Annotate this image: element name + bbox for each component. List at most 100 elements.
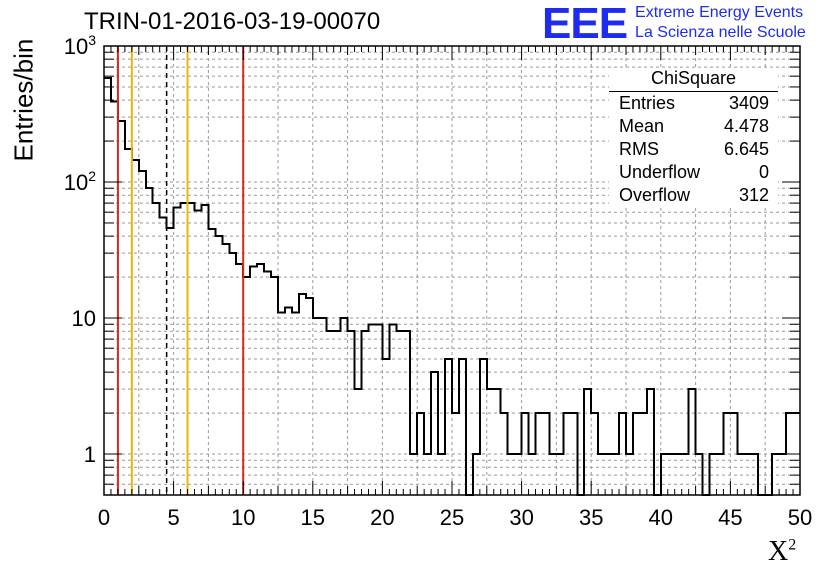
- histogram-bin: [494, 389, 501, 495]
- histogram-bin: [208, 229, 215, 495]
- histogram-bin: [570, 413, 577, 495]
- stats-key: RMS: [619, 139, 659, 159]
- stats-row-rms: RMS 6.645: [619, 139, 769, 161]
- histogram-bin: [341, 318, 348, 495]
- x-tick-label: 40: [649, 505, 673, 530]
- histogram-bin: [710, 454, 717, 495]
- stats-row-entries: Entries 3409: [619, 93, 769, 115]
- histogram-bin: [633, 413, 640, 495]
- histogram-bin: [647, 389, 654, 495]
- histogram-bin: [382, 359, 389, 495]
- histogram-bin: [668, 454, 675, 495]
- x-axis-label-base: X: [768, 536, 789, 567]
- histogram-bin: [271, 277, 278, 495]
- histogram-bin: [125, 149, 132, 495]
- histogram-bin: [278, 312, 285, 495]
- histogram-bin: [111, 102, 118, 495]
- histogram-outline: [104, 77, 800, 496]
- histogram-bin: [132, 160, 139, 495]
- histogram-bin: [556, 454, 563, 495]
- histogram-bin: [445, 359, 452, 495]
- stats-row-overflow: Overflow 312: [619, 185, 769, 207]
- stats-key: Entries: [619, 93, 676, 113]
- histogram-bin: [410, 454, 417, 495]
- eee-brand: EEE Extreme Energy Events La Scienza nel…: [542, 2, 806, 46]
- histogram-bin: [375, 324, 382, 495]
- histogram-bin: [689, 389, 696, 495]
- histogram-bin: [480, 359, 487, 495]
- histogram-bin: [188, 203, 195, 495]
- brand-line-2: La Scienza nelle Scuole: [635, 24, 806, 41]
- brand-line-1: Extreme Energy Events: [635, 4, 804, 21]
- histogram-bin: [181, 203, 188, 495]
- x-tick-label: 50: [788, 505, 812, 530]
- histogram-bin: [201, 205, 208, 495]
- histogram-bin: [744, 454, 751, 495]
- histogram-bin: [682, 454, 689, 495]
- x-tick-label: 35: [579, 505, 603, 530]
- stats-divider: [609, 91, 778, 92]
- x-tick-label: 20: [370, 505, 394, 530]
- histogram-bin: [264, 271, 271, 495]
- x-axis-label-sup: 2: [788, 536, 797, 554]
- histogram-bin: [236, 264, 243, 495]
- y-axis-label: Entries/bin: [8, 38, 39, 162]
- histogram-bin: [215, 236, 222, 495]
- x-tick-label: 5: [167, 505, 179, 530]
- histogram-bin: [160, 217, 167, 495]
- chart-title: TRIN-01-2016-03-19-00070: [84, 8, 381, 35]
- histogram-bin: [306, 298, 313, 495]
- histogram-bin: [285, 307, 292, 495]
- stats-key: Overflow: [619, 185, 691, 205]
- histogram-bin: [146, 188, 153, 495]
- histogram-bin: [563, 413, 570, 495]
- histogram-bin: [640, 413, 647, 495]
- histogram-bin: [605, 454, 612, 495]
- x-tick-label: 25: [440, 505, 464, 530]
- histogram-bin: [522, 413, 529, 495]
- x-tick-label: 0: [98, 505, 110, 530]
- stats-row-underflow: Underflow 0: [619, 162, 769, 184]
- histogram-bin: [222, 244, 229, 495]
- histogram-bin: [772, 454, 779, 495]
- histogram-bin: [362, 331, 369, 495]
- histogram-bin: [598, 454, 605, 495]
- histogram-bin: [751, 454, 758, 495]
- histogram-bin: [501, 413, 508, 495]
- histogram-bin: [257, 264, 264, 495]
- histogram-bin: [174, 207, 181, 495]
- x-tick-label: 45: [718, 505, 742, 530]
- histogram-bin: [396, 331, 403, 495]
- histogram-bin: [438, 454, 445, 495]
- stats-key: Mean: [619, 116, 665, 136]
- histogram-bin: [327, 331, 334, 495]
- stats-value: 4.478: [723, 116, 769, 136]
- histogram-bin: [730, 413, 737, 495]
- histogram-bin: [320, 318, 327, 495]
- histogram-bin: [452, 413, 459, 495]
- histogram-bin: [355, 389, 362, 495]
- x-tick-label: 15: [301, 505, 325, 530]
- stats-value: 6.645: [723, 139, 769, 159]
- stats-value: 312: [738, 185, 769, 205]
- histogram-bin: [584, 389, 591, 495]
- histogram-bin: [473, 454, 480, 495]
- histogram-bin: [167, 228, 174, 495]
- histogram-bin: [459, 359, 466, 495]
- histogram-bin: [299, 294, 306, 495]
- y-tick-label: 10: [72, 306, 96, 331]
- histogram-bin: [723, 413, 730, 495]
- histogram-bin: [313, 318, 320, 495]
- stats-title: ChiSquare: [650, 68, 737, 88]
- histogram-bin: [229, 253, 236, 495]
- histogram-bin: [619, 413, 626, 495]
- histogram-bin: [549, 454, 556, 495]
- y-tick-label: 102: [64, 168, 96, 195]
- y-tick-label: 1: [84, 442, 96, 467]
- histogram-bin: [417, 413, 424, 495]
- histogram-bin: [243, 277, 250, 495]
- stats-key: Underflow: [619, 162, 701, 182]
- histogram-bin: [334, 331, 341, 495]
- histogram-bin: [779, 454, 786, 495]
